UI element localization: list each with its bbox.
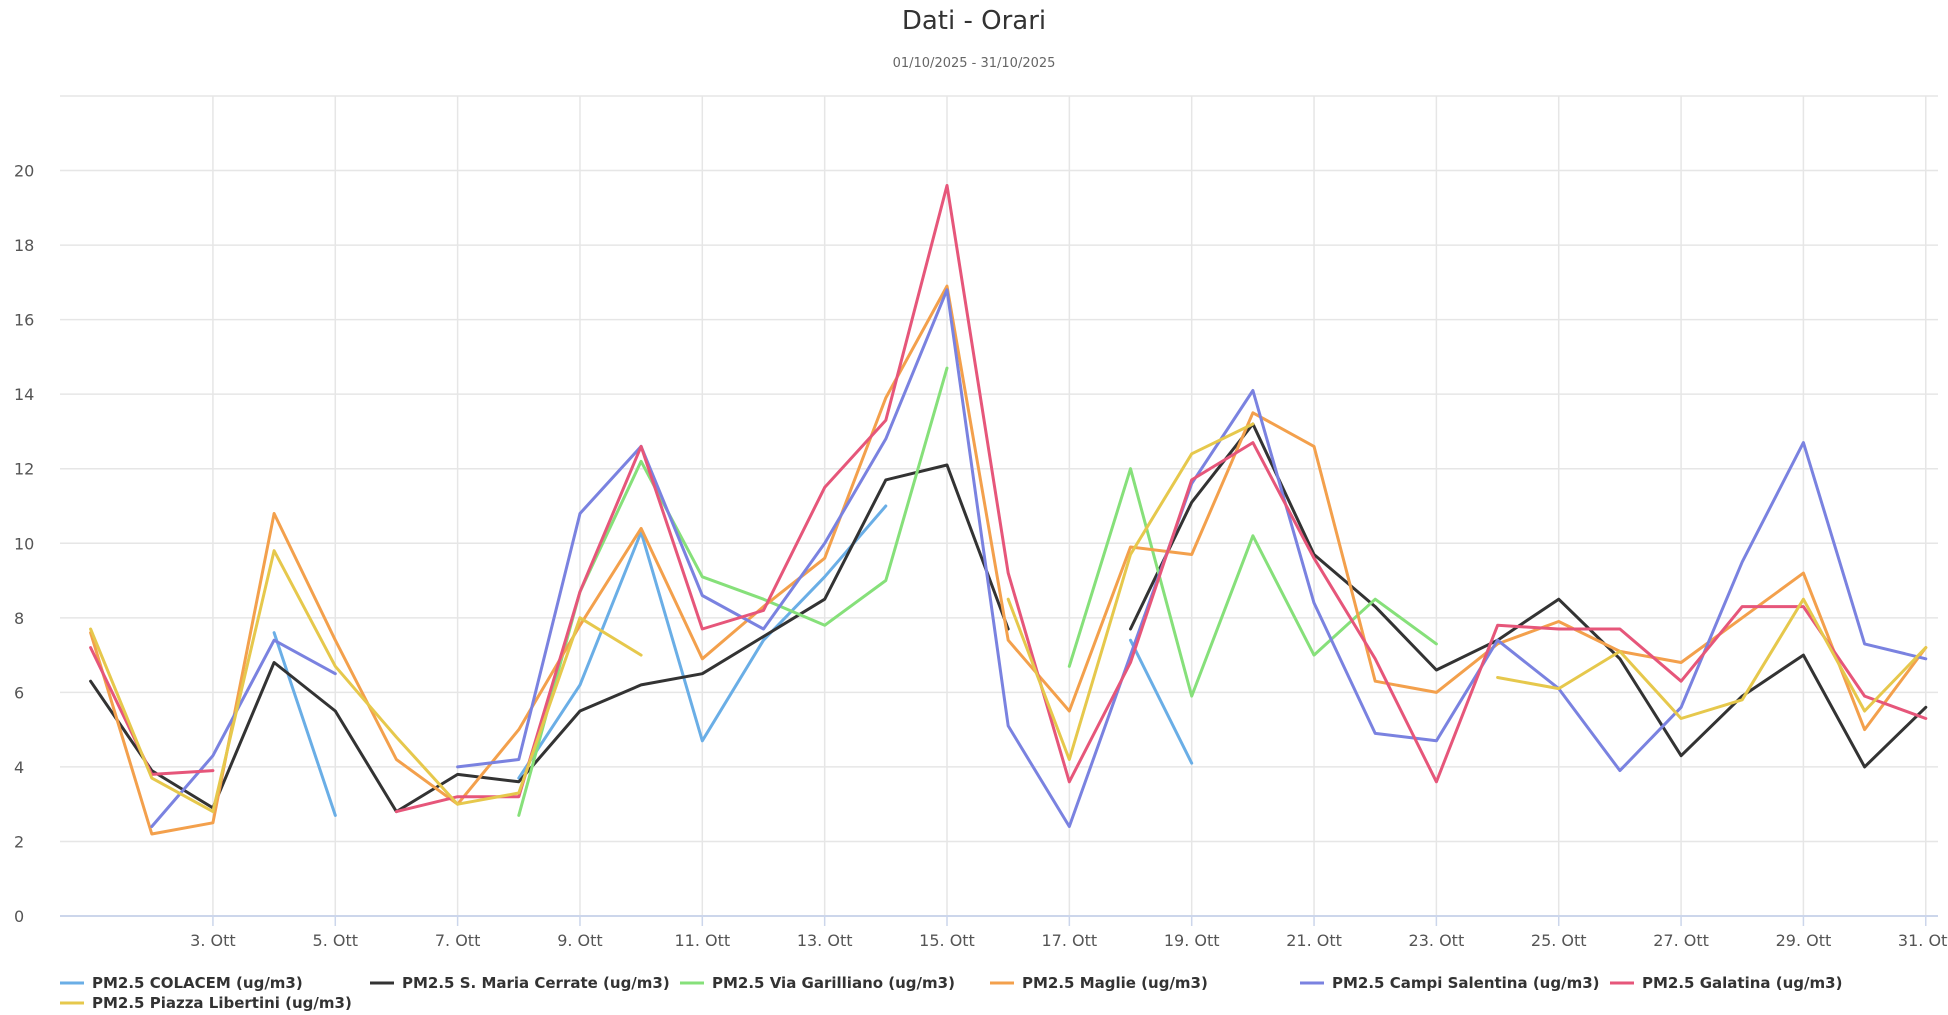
x-tick-label: 5. Ott (313, 931, 359, 950)
legend-label: PM2.5 Via Garilliano (ug/m3) (712, 974, 955, 992)
y-tick-label: 6 (14, 683, 24, 702)
y-axis: 0 2 4 6 8 10 12 14 16 18 20 (14, 162, 34, 926)
y-tick-label: 8 (14, 609, 24, 628)
y-tick-label: 20 (14, 162, 34, 181)
series-line[interactable] (89, 549, 643, 814)
series-line[interactable] (89, 463, 1010, 814)
legend-item[interactable]: PM2.5 Campi Salentina (ug/m3) (1300, 974, 1600, 992)
y-tick-label: 0 (14, 907, 24, 926)
y-tick-label: 2 (14, 832, 24, 851)
series-line[interactable] (1129, 638, 1194, 765)
chart-title: Dati - Orari (901, 6, 1047, 36)
legend-item[interactable]: PM2.5 Galatina (ug/m3) (1610, 974, 1842, 992)
x-tick-label: 13. Ott (797, 931, 853, 950)
x-axis: 3. Ott 5. Ott 7. Ott 9. Ott 11. Ott 13. Ott 15… (60, 915, 1948, 950)
series-lines (89, 184, 1928, 836)
series-line[interactable] (394, 184, 1928, 814)
series-line[interactable] (517, 366, 949, 817)
legend-label: PM2.5 Maglie (ug/m3) (1022, 974, 1208, 992)
series-line[interactable] (89, 646, 215, 776)
series-line[interactable] (272, 631, 337, 817)
series-line[interactable] (1129, 422, 1928, 769)
legend: PM2.5 COLACEM (ug/m3) PM2.5 S. Maria Cerr… (60, 974, 1842, 1012)
y-tick-label: 18 (14, 236, 34, 255)
x-tick-label: 3. Ott (190, 931, 236, 950)
x-tick-label: 31. Ott (1898, 931, 1948, 950)
x-tick-label: 25. Ott (1531, 931, 1587, 950)
x-tick-label: 29. Ott (1776, 931, 1832, 950)
legend-label: PM2.5 Campi Salentina (ug/m3) (1332, 974, 1600, 992)
x-tick-label: 23. Ott (1409, 931, 1465, 950)
legend-item[interactable]: PM2.5 Maglie (ug/m3) (990, 974, 1208, 992)
x-tick-label: 19. Ott (1164, 931, 1220, 950)
series-line[interactable] (150, 638, 337, 828)
y-tick-label: 14 (14, 385, 34, 404)
series-line[interactable] (1067, 467, 1438, 698)
legend-label: PM2.5 Galatina (ug/m3) (1642, 974, 1842, 992)
x-tick-label: 9. Ott (557, 931, 603, 950)
x-tick-label: 15. Ott (919, 931, 975, 950)
x-tick-label: 17. Ott (1042, 931, 1098, 950)
series-line[interactable] (1006, 422, 1255, 761)
legend-item[interactable]: PM2.5 Via Garilliano (ug/m3) (680, 974, 955, 992)
x-tick-label: 27. Ott (1653, 931, 1709, 950)
y-tick-label: 12 (14, 460, 34, 479)
y-tick-label: 4 (14, 758, 24, 777)
legend-label: PM2.5 COLACEM (ug/m3) (92, 974, 303, 992)
x-tick-label: 21. Ott (1286, 931, 1342, 950)
series-line[interactable] (517, 504, 888, 780)
y-tick-label: 10 (14, 534, 34, 553)
chart-subtitle: 01/10/2025 - 31/10/2025 (892, 56, 1056, 71)
legend-label: PM2.5 S. Maria Cerrate (ug/m3) (402, 974, 670, 992)
legend-item[interactable]: PM2.5 S. Maria Cerrate (ug/m3) (370, 974, 670, 992)
legend-item[interactable]: PM2.5 Piazza Libertini (ug/m3) (60, 994, 352, 1012)
legend-label: PM2.5 Piazza Libertini (ug/m3) (92, 994, 352, 1012)
x-tick-label: 11. Ott (674, 931, 730, 950)
series-line[interactable] (89, 284, 1928, 836)
series-line[interactable] (1496, 597, 1928, 720)
legend-item[interactable]: PM2.5 COLACEM (ug/m3) (60, 974, 303, 992)
y-tick-label: 16 (14, 311, 34, 330)
x-tick-label: 7. Ott (435, 931, 481, 950)
